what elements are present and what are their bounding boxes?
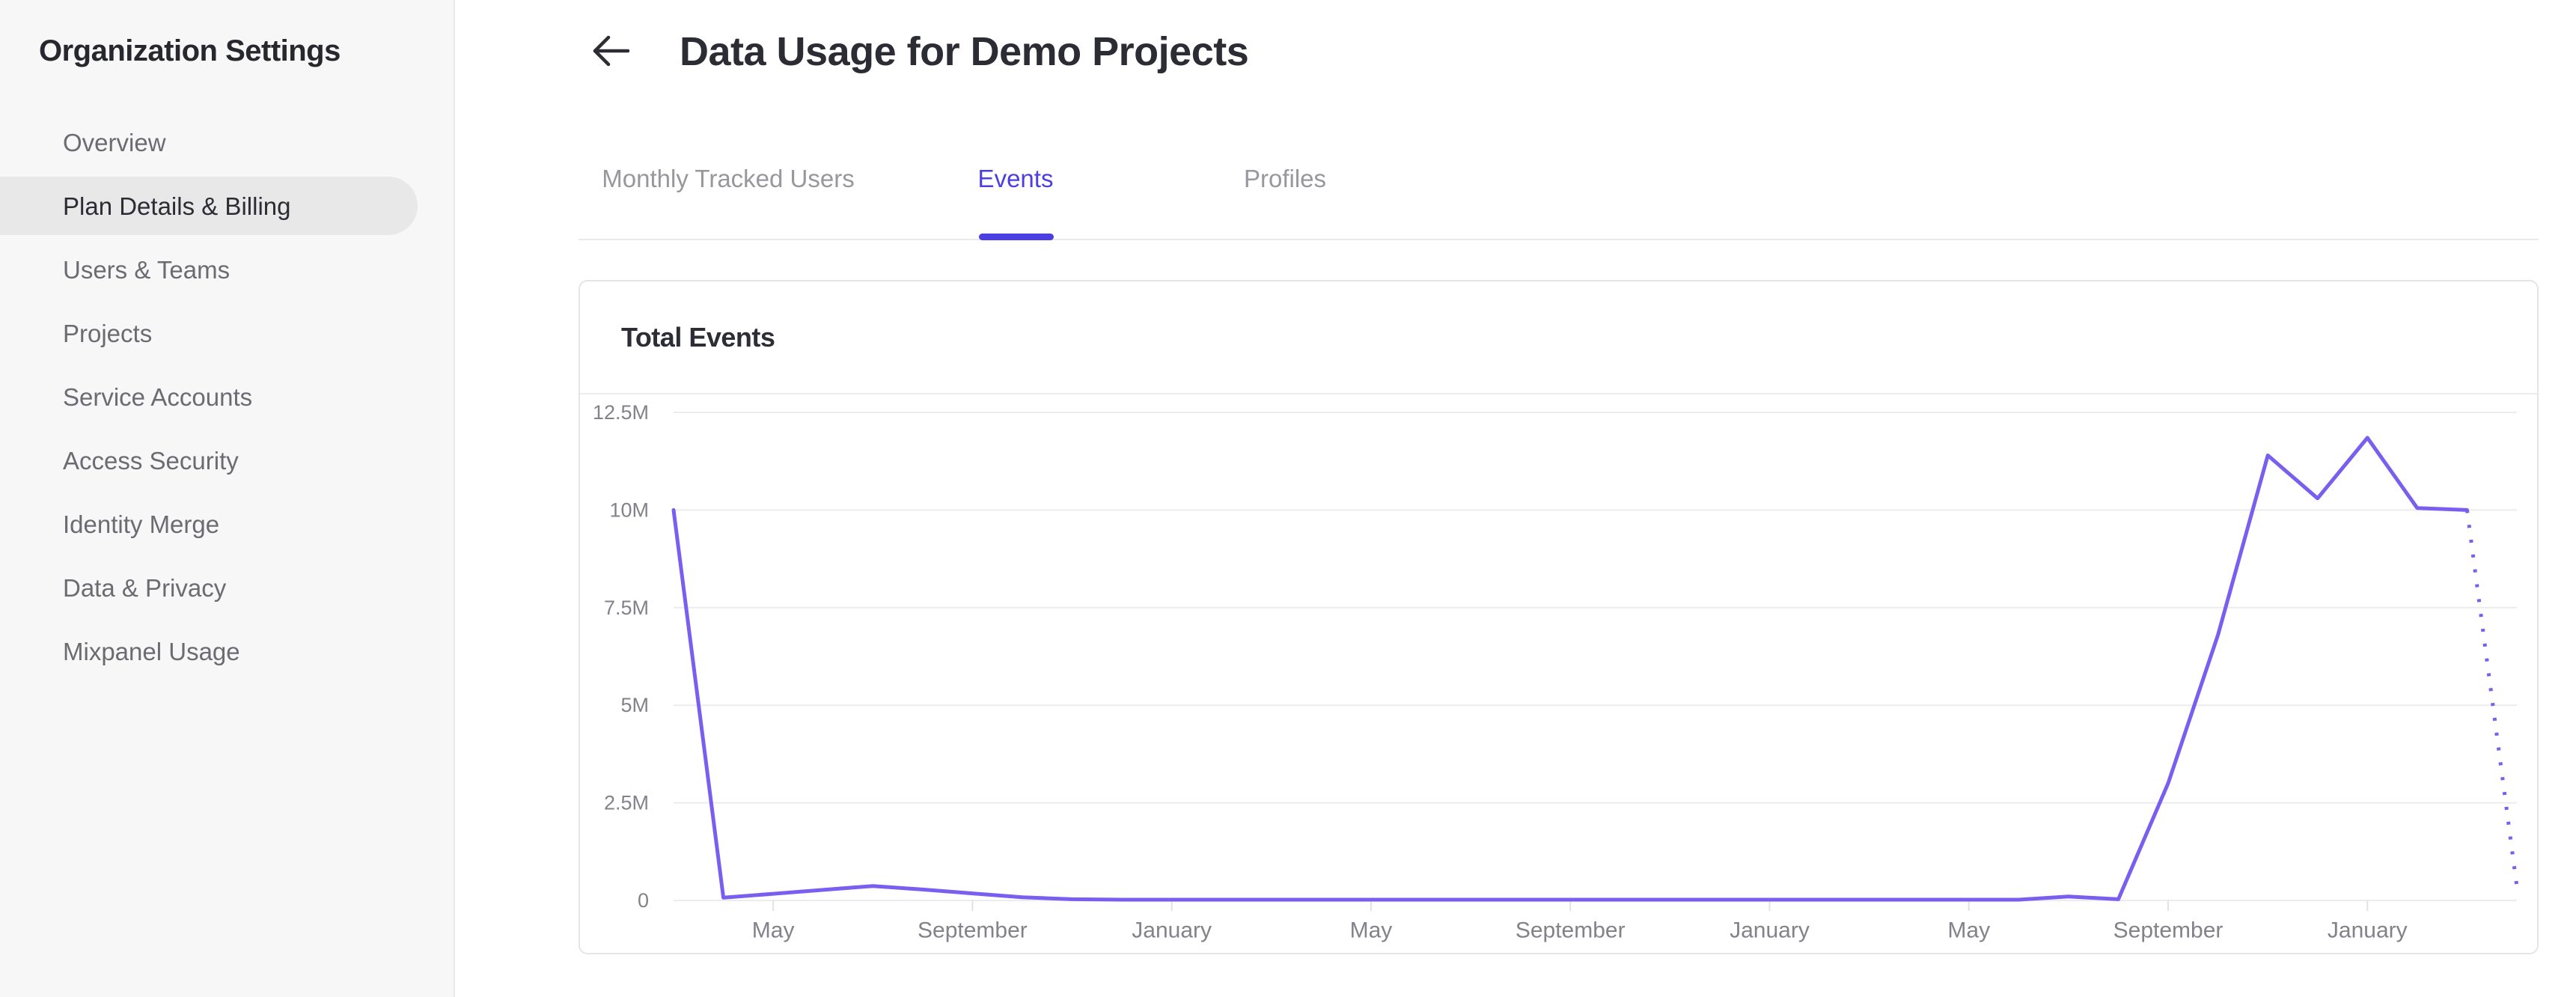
y-axis-label: 12.5M (593, 401, 649, 424)
sidebar-title: Organization Settings (39, 34, 341, 67)
x-axis-label: January (2328, 918, 2408, 943)
x-axis-label: May (1947, 918, 1990, 943)
sidebar-item-label: Access Security (63, 446, 239, 475)
sidebar-item-label: Service Accounts (63, 382, 253, 411)
sidebar-item-identity-merge[interactable]: Identity Merge (0, 493, 454, 556)
sidebar-item-label: Plan Details & Billing (63, 192, 291, 220)
tab-profiles[interactable]: Profiles (1243, 165, 1327, 192)
events-line-projected (2464, 510, 2519, 888)
sidebar-item-label: Mixpanel Usage (63, 637, 240, 665)
page-title: Data Usage for Demo Projects (680, 29, 1249, 74)
sidebar-item-mixpanel-usage[interactable]: Mixpanel Usage (0, 620, 454, 683)
y-axis-label: 2.5M (604, 792, 649, 814)
sidebar-item-label: Users & Teams (63, 255, 231, 284)
sidebar-item-label: Projects (63, 319, 153, 347)
tab-events[interactable]: Events (977, 165, 1054, 192)
back-button[interactable] (589, 33, 631, 69)
sidebar-item-access-security[interactable]: Access Security (0, 429, 454, 493)
x-axis-label: May (1350, 918, 1393, 943)
sidebar-item-label: Data & Privacy (63, 573, 227, 602)
sidebar-item-plan-details-billing[interactable]: Plan Details & Billing (0, 174, 454, 238)
events-line-solid (671, 436, 2469, 902)
sidebar-item-projects[interactable]: Projects (0, 302, 454, 365)
x-axis-label: September (2113, 918, 2224, 943)
sidebar-item-label: Identity Merge (63, 510, 220, 538)
sidebar-item-data-privacy[interactable]: Data & Privacy (0, 556, 454, 620)
x-axis-label: May (752, 918, 795, 943)
y-axis-label: 5M (620, 694, 649, 716)
card-title: Total Events (621, 322, 775, 353)
sidebar-item-users-teams[interactable]: Users & Teams (0, 238, 454, 302)
sidebar-item-label: Overview (63, 128, 166, 156)
tab-monthly-tracked-users[interactable]: Monthly Tracked Users (602, 165, 855, 192)
sidebar-item-service-accounts[interactable]: Service Accounts (0, 365, 454, 429)
x-axis-label: January (1730, 918, 1810, 943)
total-events-chart[interactable]: 0 2.5M 5M 7.5M 10M 12.5M May September January Ma… (580, 394, 2537, 953)
x-axis-label: January (1132, 918, 1212, 943)
y-axis-label: 7.5M (604, 597, 649, 619)
sidebar: Organization Settings Overview Plan Detai… (0, 0, 455, 997)
y-axis-label: 0 (638, 889, 649, 912)
tabs-divider (579, 239, 2539, 240)
sidebar-item-overview[interactable]: Overview (0, 111, 454, 174)
y-axis-label: 10M (609, 498, 649, 521)
x-axis-label: September (1516, 918, 1626, 943)
card-header-divider (580, 393, 2537, 394)
total-events-card (579, 280, 2539, 954)
active-tab-underline (979, 234, 1054, 240)
x-axis-label: September (918, 918, 1028, 943)
sidebar-nav: Overview Plan Details & Billing Users & Te… (0, 111, 454, 683)
back-arrow-icon (593, 35, 630, 67)
